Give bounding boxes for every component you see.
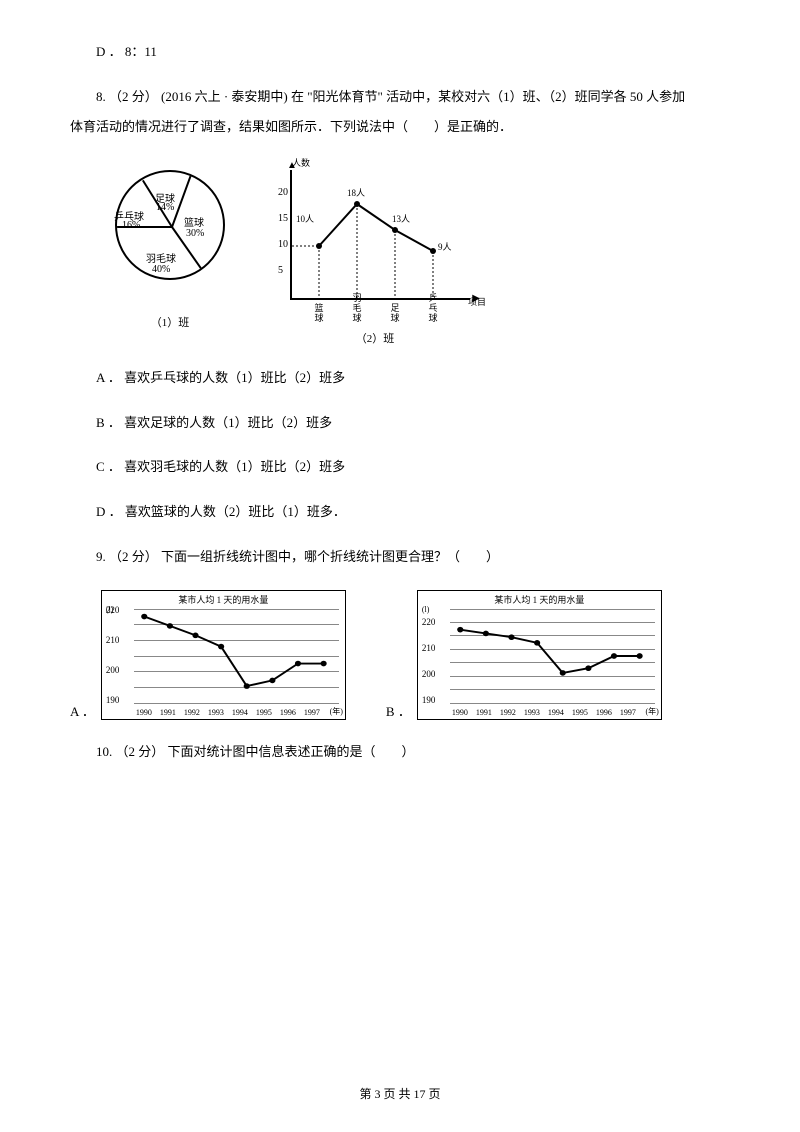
- q9b-x7: 1997: [620, 708, 636, 717]
- dlabel-2: 13人: [392, 212, 410, 225]
- q9a-y0: 190: [106, 695, 120, 705]
- q9-chart-a: 某市人均 1 天的用水量 (l) (年) 190 200 210 220: [101, 590, 346, 720]
- pie-pct-football: 14%: [156, 202, 174, 213]
- q9a-x7: 1997: [304, 708, 320, 717]
- q9a-x2: 1992: [184, 708, 200, 717]
- q8-option-a: A ． 喜欢乒乓球的人数（1）班比（2）班多: [70, 366, 730, 391]
- line-chart-class2: ▲ 人数 ▶ 项目 5 10 15 20 篮球 羽毛球 足球 乒乓球: [280, 160, 470, 346]
- q9b-yunit: (l): [422, 605, 430, 614]
- ytick-20: 20: [278, 187, 288, 198]
- q9-chart-b: 某市人均 1 天的用水量 (l) (年) 190 200 210: [417, 590, 662, 720]
- q9b-x1: 1991: [476, 708, 492, 717]
- page-footer: 第 3 页 共 17 页: [0, 1085, 800, 1102]
- q9b-y1: 200: [422, 669, 436, 679]
- q8-option-d: D ． 喜欢篮球的人数（2）班比（1）班多．: [70, 500, 730, 525]
- q9a-x4: 1994: [232, 708, 248, 717]
- line-caption: （2）班: [280, 330, 470, 346]
- q9a-x6: 1996: [280, 708, 296, 717]
- q9a-xunit: (年): [330, 706, 343, 717]
- q9-charts: A ． 某市人均 1 天的用水量 (l) (年) 190 200: [70, 590, 730, 720]
- ytick-15: 15: [278, 213, 288, 224]
- q9b-xunit: (年): [646, 706, 659, 717]
- dlabel-0: 10人: [296, 212, 314, 225]
- q8-stem-line1: 8. （2 分） (2016 六上 · 泰安期中) 在 "阳光体育节" 活动中，…: [70, 85, 730, 110]
- q10-stem: 10. （2 分） 下面对统计图中信息表述正确的是（ ）: [70, 740, 730, 765]
- q9a-y1: 200: [106, 665, 120, 675]
- xcat-3: 乒乓球: [426, 294, 440, 324]
- pie-label-basketball: 篮球: [184, 214, 204, 229]
- q9a-y2: 210: [106, 635, 120, 645]
- q9b-x6: 1996: [596, 708, 612, 717]
- xcat-2: 足球: [388, 304, 402, 324]
- ytick-5: 5: [278, 265, 283, 276]
- q9b-x4: 1994: [548, 708, 564, 717]
- q9-chart-a-title: 某市人均 1 天的用水量: [102, 593, 345, 606]
- q9a-x5: 1995: [256, 708, 272, 717]
- q9b-y0: 190: [422, 695, 436, 705]
- xcat-1: 羽毛球: [350, 294, 364, 324]
- q9b-x2: 1992: [500, 708, 516, 717]
- q9a-y3: 220: [106, 605, 120, 615]
- pie-pct-pingpong: 16%: [122, 220, 140, 231]
- dlabel-3: 9人: [438, 240, 452, 253]
- q8-charts: 足球 14% 乒乓球 16% 篮球 30% 羽毛球 40% （1）班 ▲ 人数 …: [100, 160, 730, 346]
- q9b-x3: 1993: [524, 708, 540, 717]
- pie-caption: （1）班: [100, 314, 240, 330]
- pie-pct-basketball: 30%: [186, 228, 204, 239]
- q9a-x1: 1991: [160, 708, 176, 717]
- q9-option-b-label: B ．: [386, 701, 411, 720]
- q9b-y2: 210: [422, 643, 436, 653]
- q8-option-c: C ． 喜欢羽毛球的人数（1）班比（2）班多: [70, 455, 730, 480]
- q9b-x5: 1995: [572, 708, 588, 717]
- q7-option-d: D ． 8：11: [70, 40, 730, 65]
- q9b-x0: 1990: [452, 708, 468, 717]
- q9-stem: 9. （2 分） 下面一组折线统计图中，哪个折线统计图更合理？（ ）: [70, 545, 730, 570]
- pie-chart-class1: 足球 14% 乒乓球 16% 篮球 30% 羽毛球 40% （1）班: [100, 160, 240, 346]
- q9-option-a-label: A ．: [70, 701, 95, 720]
- q8-stem-line2: 体育活动的情况进行了调查，结果如图所示．下列说法中（ ）是正确的．: [70, 115, 730, 140]
- q9b-y3: 220: [422, 617, 436, 627]
- dlabel-1: 18人: [347, 186, 365, 199]
- q9a-x0: 1990: [136, 708, 152, 717]
- q9a-x3: 1993: [208, 708, 224, 717]
- ytick-10: 10: [278, 239, 288, 250]
- q8-option-b: B ． 喜欢足球的人数（1）班比（2）班多: [70, 411, 730, 436]
- pie-label-badminton: 羽毛球: [146, 250, 176, 265]
- pie-pct-badminton: 40%: [152, 264, 170, 275]
- q9-chart-b-title: 某市人均 1 天的用水量: [418, 593, 661, 606]
- xcat-0: 篮球: [312, 304, 326, 324]
